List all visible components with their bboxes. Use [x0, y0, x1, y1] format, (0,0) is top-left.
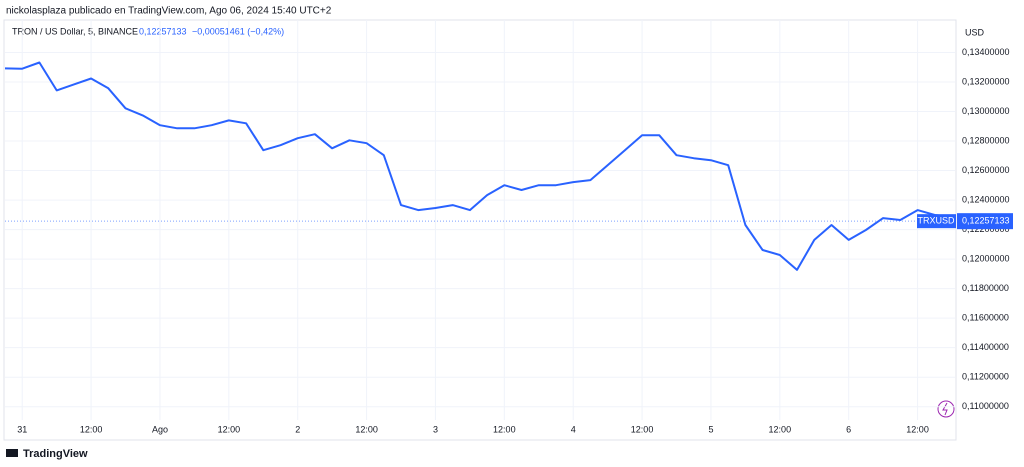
- series-tag: [917, 214, 956, 229]
- x-tick-label: 12:00: [355, 424, 378, 434]
- last-price-header: 0,12257133: [139, 26, 187, 36]
- x-tick-label: 12:00: [631, 424, 654, 434]
- alert-icon[interactable]: [937, 400, 955, 418]
- x-tick-label: 4: [571, 424, 576, 434]
- y-unit: USD: [965, 27, 985, 37]
- x-tick-label: Ago: [152, 424, 168, 434]
- x-tick-label: 12:00: [769, 424, 792, 434]
- footer-logo: [6, 449, 18, 457]
- x-tick-label: 3: [433, 424, 438, 434]
- x-tick-label: 12:00: [218, 424, 241, 434]
- y-tick-label: 0,11800000: [962, 283, 1009, 293]
- y-tick-label: 0,11600000: [962, 313, 1009, 323]
- y-tick-label: 0,12800000: [962, 135, 1010, 145]
- y-tick-label: 0,11000000: [962, 401, 1009, 411]
- alert-bolt: [942, 402, 948, 416]
- price-line: [4, 61, 953, 271]
- x-tick-label: 2: [295, 424, 300, 434]
- last-price-label: 0,12257133: [962, 216, 1010, 226]
- x-tick-label: 12:00: [493, 424, 516, 434]
- y-tick-label: 0,11200000: [962, 372, 1009, 382]
- symbol: TRON / US Dollar, 5, BINANCE: [12, 26, 138, 36]
- x-tick-label: 12:00: [80, 424, 103, 434]
- y-tick-label: 0,12000000: [962, 253, 1010, 263]
- credit: nickolasplaza publicado en TradingView.c…: [6, 6, 332, 17]
- footer: TradingView: [23, 448, 88, 460]
- change: −0,00051461 (−0,42%): [192, 26, 284, 36]
- x-tick-label: 31: [17, 424, 27, 434]
- y-tick-label: 0,12400000: [962, 194, 1010, 204]
- y-tick-label: 0,11400000: [962, 342, 1009, 352]
- x-tick-label: 6: [846, 424, 851, 434]
- series-label: TRXUSD: [917, 216, 955, 226]
- x-tick-label: 12:00: [906, 424, 929, 434]
- y-tick-label: 0,13400000: [962, 47, 1010, 57]
- x-tick-label: 5: [708, 424, 713, 434]
- y-tick-label: 0,13200000: [962, 76, 1010, 86]
- y-tick-label: 0,13000000: [962, 106, 1010, 116]
- y-tick-label: 0,12600000: [962, 165, 1010, 175]
- price-tag: [957, 213, 1013, 230]
